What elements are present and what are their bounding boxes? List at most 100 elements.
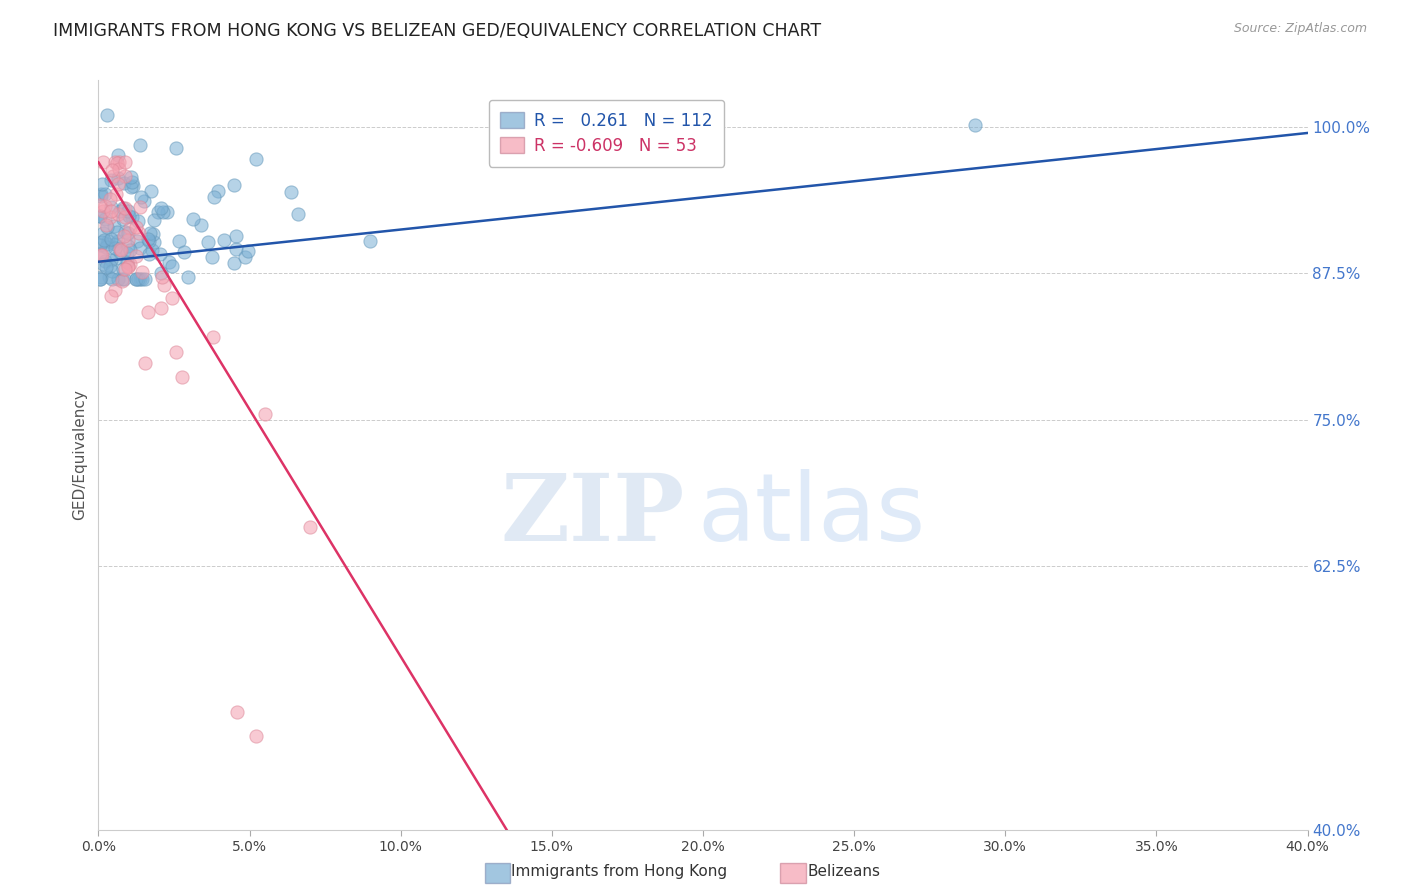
Point [965,118,987,132]
Point [89,210,111,224]
Point [117,238,139,252]
Point [190,219,212,233]
Point [120,180,142,194]
Point [94,254,117,268]
Point [104,155,127,169]
Point [93,233,115,247]
Point [89,209,111,223]
Point [125,272,148,286]
Point [120,220,142,235]
Point [202,190,225,204]
Point [150,201,173,215]
Point [104,284,127,298]
Point [101,169,124,184]
Text: ZIP: ZIP [501,470,685,560]
Point [141,184,163,198]
Point [157,255,180,269]
Point [173,245,195,260]
Point [224,256,246,270]
Point [115,246,138,260]
Point [89,237,111,252]
Point [97,235,120,249]
Point [90,269,112,284]
Text: Belizeans: Belizeans [807,864,880,879]
Point [96,237,118,252]
Point [233,250,256,264]
Point [89,272,111,286]
Point [167,235,190,249]
Point [114,201,136,215]
Point [91,203,114,218]
Point [115,255,138,269]
Point [89,247,111,261]
Point [94,218,117,232]
Point [100,232,122,246]
Point [129,201,152,215]
Point [224,178,246,193]
Point [120,243,142,257]
Point [117,209,139,223]
Point [100,204,122,219]
Point [93,211,115,226]
Point [117,226,139,240]
Point [90,248,112,262]
Point [165,141,187,155]
Point [121,175,143,189]
Point [127,234,149,248]
Point [181,212,204,227]
Point [90,248,112,262]
Point [146,205,169,219]
Point [111,272,134,286]
Point [238,244,260,258]
Point [134,194,156,208]
Point [91,178,114,192]
Point [207,184,229,198]
Point [287,206,309,220]
Point [98,210,121,224]
Point [136,231,159,245]
Point [120,169,142,184]
Point [100,289,122,303]
Point [128,226,150,240]
Point [94,260,117,274]
Point [104,241,127,255]
Point [91,155,114,169]
Text: IMMIGRANTS FROM HONG KONG VS BELIZEAN GED/EQUIVALENCY CORRELATION CHART: IMMIGRANTS FROM HONG KONG VS BELIZEAN GE… [53,22,821,40]
Point [107,234,129,248]
Point [114,155,136,169]
Point [253,407,276,421]
Point [170,369,193,384]
Point [142,235,165,249]
Point [142,227,165,241]
Point [131,272,153,286]
Point [89,197,111,211]
Point [150,270,173,285]
Point [129,138,152,153]
Point [114,228,136,243]
Point [153,278,176,293]
Point [111,201,134,215]
Point [131,265,153,279]
Point [127,272,149,286]
Point [114,210,136,224]
Point [134,272,156,286]
Point [149,247,172,261]
Point [101,272,124,286]
Point [100,252,122,267]
Point [136,305,159,319]
Point [177,269,200,284]
Point [112,272,135,286]
Point [162,291,184,305]
Point [90,188,112,202]
Point [98,269,121,284]
Point [101,264,124,278]
Point [165,344,187,359]
Point [114,169,136,184]
Point [117,260,139,274]
Point [360,235,382,249]
Point [110,243,132,257]
Point [108,204,131,219]
Point [104,236,127,251]
Point [131,190,153,204]
Point [111,262,134,277]
